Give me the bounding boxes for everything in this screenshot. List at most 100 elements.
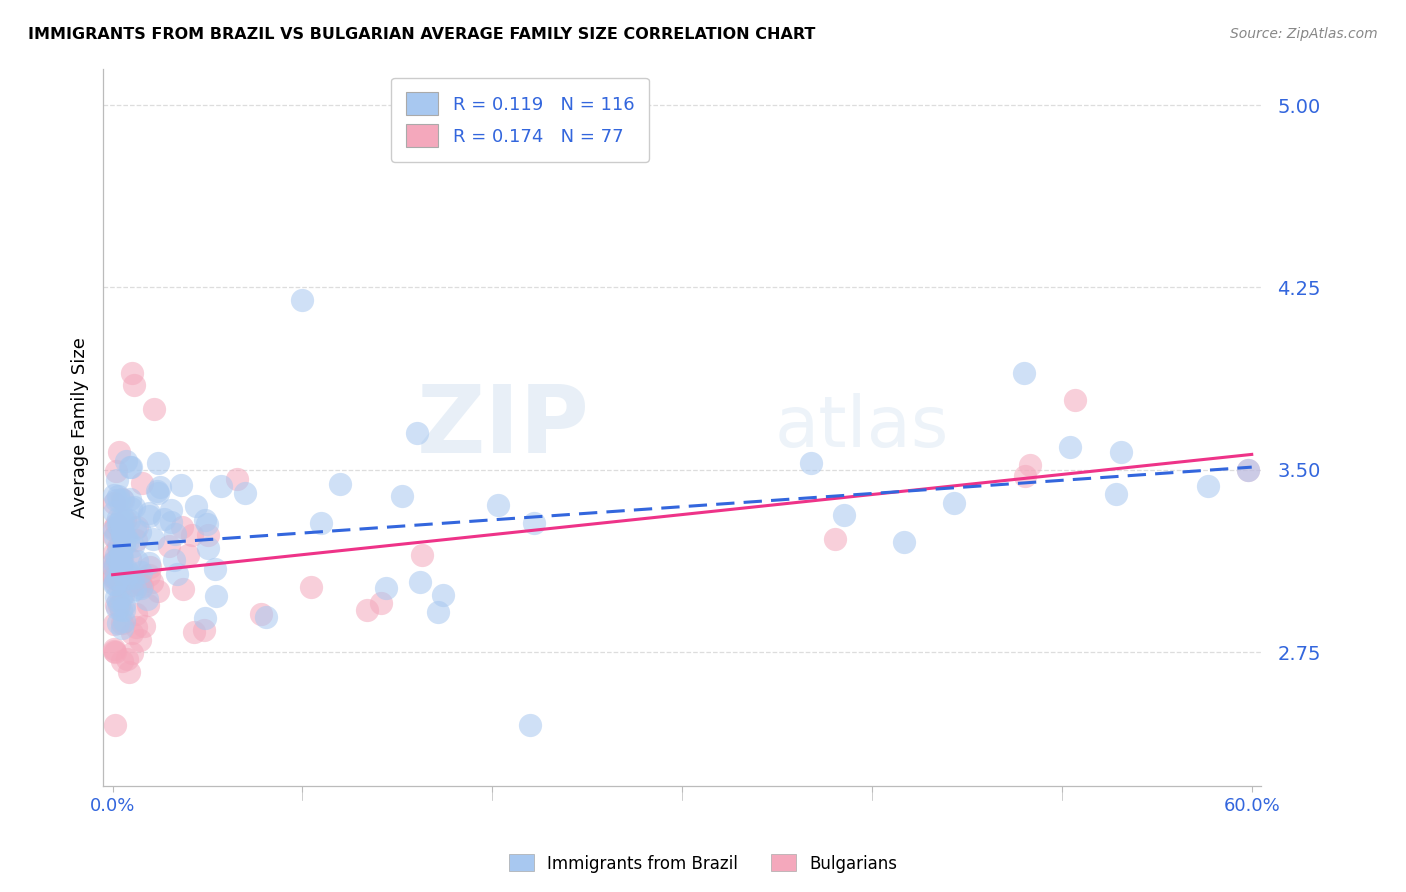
Point [110,602,132,616]
Point [107,517,129,532]
Point [146,583,169,598]
Point [108,541,131,556]
Point [107,615,129,630]
Point [138,567,160,582]
Point [136,598,159,612]
Point [124,582,146,596]
Text: IMMIGRANTS FROM BRAZIL VS BULGARIAN AVERAGE FAMILY SIZE CORRELATION CHART: IMMIGRANTS FROM BRAZIL VS BULGARIAN AVER… [28,27,815,42]
Point [103,554,125,568]
Point [194,513,217,527]
Point [110,590,132,604]
Point [122,500,145,515]
Point [138,506,160,520]
Point [942,496,965,510]
Point [110,550,132,565]
Point [129,632,152,647]
Point [138,560,160,574]
Point [409,574,432,589]
Point [291,293,314,307]
Point [107,598,129,612]
Point [104,530,127,544]
Legend: Immigrants from Brazil, Bulgarians: Immigrants from Brazil, Bulgarians [502,847,904,880]
Point [125,520,148,534]
Point [149,480,172,494]
Point [103,641,125,656]
Point [118,566,141,580]
Point [142,533,165,547]
Point [104,464,127,478]
Point [107,571,129,585]
Point [177,548,200,562]
Point [103,523,125,537]
Point [138,556,160,570]
Point [103,644,125,658]
Point [112,599,135,613]
Point [406,425,429,440]
Point [138,508,160,523]
Point [111,493,134,508]
Point [115,651,138,665]
Point [118,513,141,527]
Point [170,478,193,492]
Point [233,486,256,500]
Point [108,562,131,576]
Point [103,576,125,591]
Point [1105,487,1128,501]
Point [129,581,152,595]
Point [1059,440,1081,454]
Point [128,576,150,591]
Point [104,574,127,589]
Point [110,544,132,558]
Point [486,498,509,512]
Point [427,605,450,619]
Point [112,539,135,553]
Point [105,552,128,566]
Point [105,590,128,604]
Point [103,505,125,519]
Point [107,541,129,555]
Point [141,575,163,590]
Point [103,521,125,535]
Point [103,488,125,502]
Point [104,548,127,562]
Point [111,491,134,506]
Point [103,560,125,574]
Point [103,571,125,585]
Point [114,531,136,545]
Point [254,609,277,624]
Point [1012,366,1035,380]
Point [893,535,915,549]
Point [122,377,145,392]
Point [124,607,146,622]
Point [103,496,125,510]
Point [105,601,128,615]
Point [108,519,131,533]
Point [103,530,125,544]
Point [108,558,131,573]
Point [104,571,127,585]
Point [163,553,186,567]
Point [105,552,128,566]
Point [105,473,128,487]
Point [205,589,228,603]
Point [197,541,219,555]
Point [111,526,134,541]
Point [111,519,134,533]
Point [197,527,219,541]
Text: Source: ZipAtlas.com: Source: ZipAtlas.com [1230,27,1378,41]
Point [143,402,166,417]
Point [1237,463,1260,477]
Point [172,582,194,597]
Point [107,493,129,508]
Point [111,588,134,602]
Point [122,571,145,585]
Point [129,565,152,579]
Point [523,516,546,531]
Point [165,526,187,541]
Point [117,534,139,549]
Point [122,539,145,553]
Point [108,556,131,570]
Point [118,665,141,680]
Point [108,445,131,459]
Point [519,718,541,732]
